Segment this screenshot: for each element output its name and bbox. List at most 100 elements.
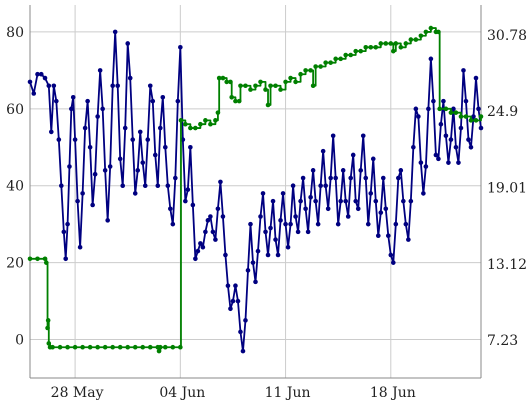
data-point xyxy=(178,344,183,350)
data-point xyxy=(368,44,374,50)
data-point xyxy=(443,106,449,112)
data-point xyxy=(165,183,171,189)
data-point xyxy=(330,133,336,139)
data-point xyxy=(56,137,62,142)
data-point xyxy=(216,75,222,81)
data-point xyxy=(45,318,51,323)
data-point xyxy=(170,221,176,227)
data-point xyxy=(117,344,123,350)
data-point xyxy=(343,52,349,58)
data-point xyxy=(453,110,459,115)
data-point xyxy=(318,64,323,69)
data-point xyxy=(310,168,316,173)
data-point xyxy=(283,79,288,85)
data-point xyxy=(233,283,238,289)
data-point xyxy=(270,198,276,204)
data-point xyxy=(333,56,338,62)
data-point xyxy=(120,183,126,189)
data-point xyxy=(238,329,243,335)
data-point xyxy=(61,229,67,235)
data-point xyxy=(243,83,248,89)
data-point xyxy=(438,121,444,127)
data-point xyxy=(178,118,184,123)
data-point xyxy=(80,191,85,196)
data-point xyxy=(117,156,123,162)
data-point xyxy=(57,344,63,350)
data-point xyxy=(468,144,474,150)
series-layer xyxy=(27,25,484,354)
data-point xyxy=(193,125,198,131)
data-point xyxy=(443,133,449,139)
data-point xyxy=(401,198,406,204)
series-2 xyxy=(27,25,484,354)
data-point xyxy=(378,41,384,46)
data-point xyxy=(185,187,191,192)
data-point xyxy=(418,33,424,39)
data-point xyxy=(258,214,263,219)
data-point xyxy=(110,83,115,89)
data-point xyxy=(253,83,258,89)
data-point xyxy=(155,183,161,189)
data-point xyxy=(338,56,343,62)
plot-frame xyxy=(29,5,482,379)
data-point xyxy=(70,94,76,100)
data-point xyxy=(418,160,424,165)
data-point xyxy=(208,214,213,219)
data-point xyxy=(428,56,434,62)
data-point xyxy=(396,175,401,181)
data-point xyxy=(250,260,256,265)
data-point xyxy=(156,348,162,354)
data-point xyxy=(373,44,379,50)
data-point xyxy=(229,94,234,100)
data-point xyxy=(163,344,168,350)
data-point xyxy=(48,129,54,135)
data-point xyxy=(433,152,439,158)
data-point xyxy=(137,129,143,135)
data-point xyxy=(170,344,176,350)
data-point xyxy=(125,344,131,350)
data-point xyxy=(65,344,70,350)
data-point xyxy=(426,106,431,112)
data-point xyxy=(208,121,213,127)
data-point xyxy=(358,168,364,173)
data-point xyxy=(100,106,105,112)
data-point xyxy=(35,256,40,262)
data-point xyxy=(268,83,273,89)
data-point xyxy=(473,118,479,123)
data-point xyxy=(233,98,238,104)
data-point xyxy=(328,60,333,65)
data-point xyxy=(423,164,429,169)
data-point xyxy=(160,94,166,100)
data-point xyxy=(236,98,242,104)
data-point xyxy=(333,175,338,181)
data-point xyxy=(228,79,233,85)
data-point xyxy=(421,191,426,196)
data-point xyxy=(85,98,90,104)
data-point xyxy=(63,256,69,262)
y-right-tick-label: 19.01 xyxy=(487,180,527,196)
series-line xyxy=(30,27,482,352)
data-point xyxy=(365,221,371,227)
data-point xyxy=(203,229,208,235)
data-point xyxy=(223,252,228,258)
y-left-tick-label: 60 xyxy=(6,102,24,118)
data-point xyxy=(67,164,72,169)
data-point xyxy=(303,206,308,212)
data-point xyxy=(448,137,454,142)
data-point xyxy=(110,344,115,350)
gridlines xyxy=(30,5,481,378)
data-point xyxy=(168,206,173,212)
data-point xyxy=(150,98,156,104)
data-point xyxy=(446,160,451,165)
data-point xyxy=(441,98,446,104)
data-point xyxy=(298,71,303,77)
data-point xyxy=(478,125,484,131)
data-point xyxy=(285,244,291,250)
data-point xyxy=(224,79,229,85)
data-point xyxy=(72,344,78,350)
data-point xyxy=(35,71,40,77)
data-point xyxy=(403,41,409,46)
data-point xyxy=(363,175,369,181)
data-point xyxy=(431,98,436,104)
data-point xyxy=(325,206,331,212)
